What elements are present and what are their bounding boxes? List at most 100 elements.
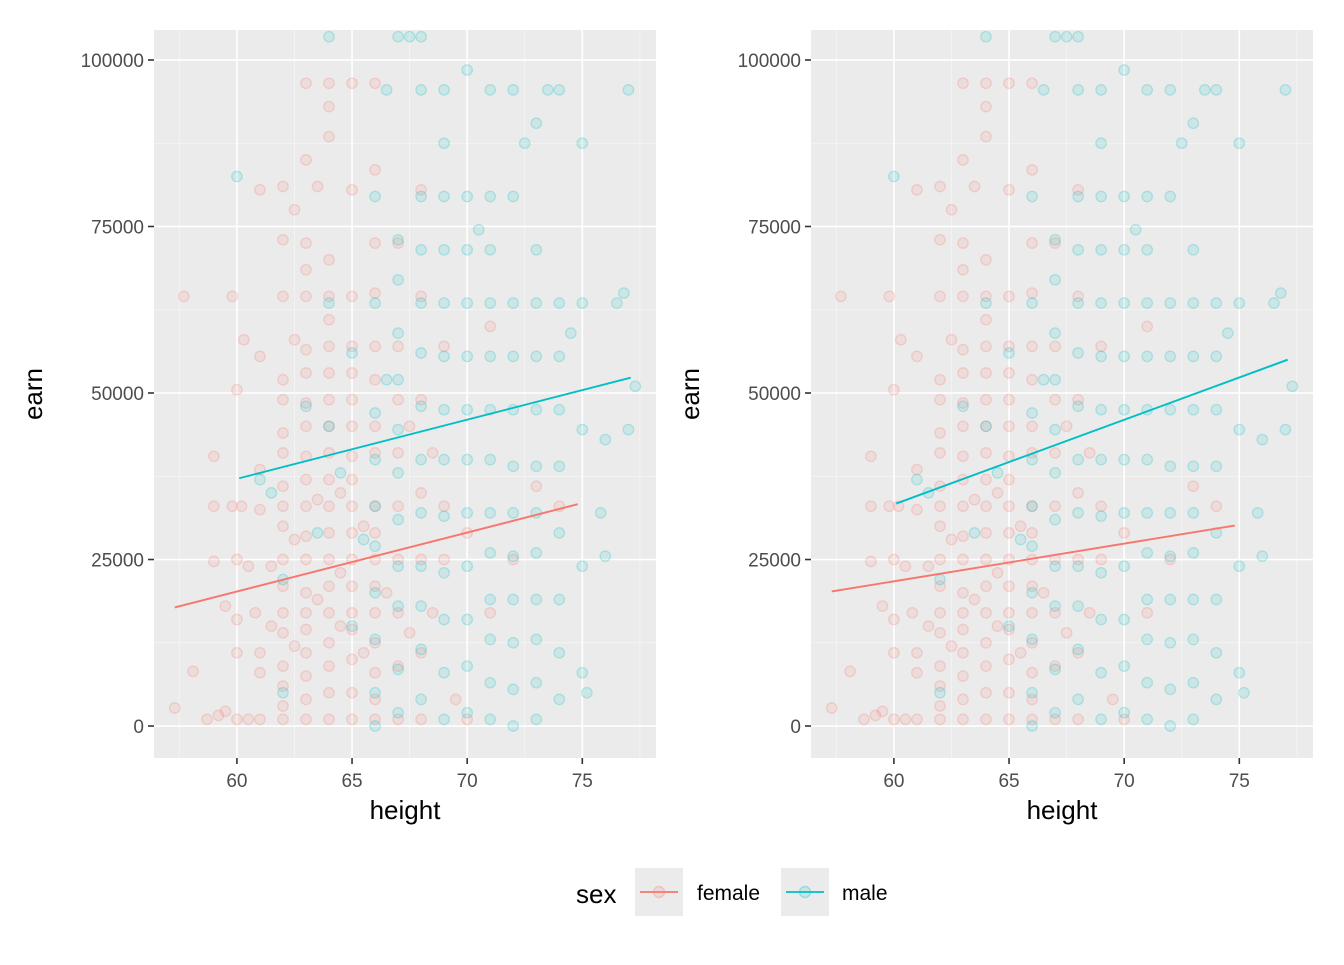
data-point-male (1095, 713, 1107, 726)
data-point-female (980, 367, 992, 379)
x-tick-label: 70 (1114, 771, 1135, 792)
data-point-female (277, 700, 289, 712)
data-point-male (1210, 350, 1223, 363)
data-point-female (438, 340, 450, 353)
data-point-female (980, 290, 992, 303)
data-point-male (1118, 706, 1131, 719)
y-tick-label: 50000 (748, 384, 801, 405)
data-point-female (168, 702, 181, 714)
y-tick-label: 50000 (91, 384, 144, 405)
data-point-male (1072, 600, 1084, 612)
data-point-male (507, 683, 520, 696)
data-point-male (346, 620, 358, 632)
data-point-female (991, 566, 1004, 579)
data-point-female (369, 237, 381, 249)
data-point-female (980, 606, 992, 619)
data-point-female (1003, 500, 1015, 513)
data-point-female (980, 340, 992, 353)
data-point-male (576, 137, 589, 150)
data-point-female (403, 626, 416, 639)
data-point-female (300, 500, 312, 513)
data-point-female (1049, 500, 1061, 513)
data-point-male (1238, 686, 1250, 699)
data-point-female (300, 290, 312, 303)
data-point-male (1141, 243, 1154, 256)
data-point-female (1106, 693, 1119, 706)
data-point-female (403, 420, 416, 433)
data-point-male (1187, 593, 1200, 606)
data-point-male (553, 593, 566, 606)
data-point-male (1003, 620, 1015, 632)
data-point-male (1026, 500, 1038, 513)
data-point-male (415, 400, 427, 413)
data-point-male (369, 407, 381, 419)
data-point-female (346, 393, 358, 406)
data-point-female (254, 184, 266, 196)
data-point-female (1003, 653, 1015, 666)
data-point-male (461, 453, 474, 466)
data-point-male (1072, 643, 1084, 656)
data-point-male (1233, 560, 1246, 573)
data-point-female (911, 713, 923, 726)
data-point-male (265, 487, 278, 499)
data-point-male (1210, 693, 1223, 706)
data-point-female (300, 553, 312, 566)
data-point-male (1233, 297, 1246, 309)
data-point-female (369, 420, 381, 433)
data-point-female (277, 447, 289, 459)
data-point-female (1003, 623, 1015, 636)
data-point-male (369, 633, 381, 646)
data-point-female (300, 154, 312, 166)
data-point-male (438, 403, 450, 416)
data-point-male (1014, 533, 1027, 546)
x-tick-label: 75 (1229, 771, 1250, 792)
data-point-male (357, 533, 370, 546)
data-point-male (1072, 693, 1084, 706)
data-point-male (1118, 613, 1131, 626)
data-point-female (300, 397, 312, 409)
data-point-male (1049, 373, 1061, 386)
data-point-male (392, 233, 404, 246)
data-point-male (1279, 423, 1292, 436)
data-point-female (934, 427, 946, 439)
data-point-male (1095, 84, 1107, 96)
data-point-male (1141, 676, 1154, 689)
data-point-male (1026, 720, 1038, 732)
data-point-female (1187, 480, 1200, 493)
data-point-male (1141, 453, 1154, 466)
data-point-female (277, 373, 289, 386)
data-point-male (231, 170, 243, 183)
data-point-female (934, 233, 946, 246)
data-point-male (415, 453, 427, 466)
data-point-female (957, 500, 969, 513)
data-point-male (530, 297, 543, 309)
data-point-female (911, 350, 923, 363)
data-point-male (1274, 287, 1287, 299)
data-point-male (1129, 223, 1142, 236)
data-point-female (369, 527, 381, 539)
data-point-female (201, 713, 213, 726)
data-point-male (1049, 467, 1061, 479)
data-point-female (212, 709, 225, 722)
series-male-points (888, 30, 1299, 732)
data-point-male (1187, 243, 1200, 256)
data-point-female (1141, 320, 1154, 333)
data-point-male (1210, 460, 1223, 473)
data-point-male (1187, 547, 1200, 559)
data-point-female (369, 340, 381, 353)
data-point-male (461, 350, 474, 363)
data-point-female (277, 427, 289, 439)
data-point-male (530, 350, 543, 363)
data-point-female (346, 184, 358, 196)
data-point-male (507, 636, 520, 649)
data-point-male (1118, 350, 1131, 363)
data-point-male (530, 460, 543, 473)
data-point-male (576, 666, 589, 679)
data-point-male (576, 297, 589, 309)
data-point-male (553, 403, 566, 416)
data-point-male (1026, 407, 1038, 419)
data-point-male (980, 30, 992, 43)
data-point-male (1233, 666, 1246, 679)
data-point-female (991, 487, 1004, 499)
data-point-male (438, 510, 450, 523)
